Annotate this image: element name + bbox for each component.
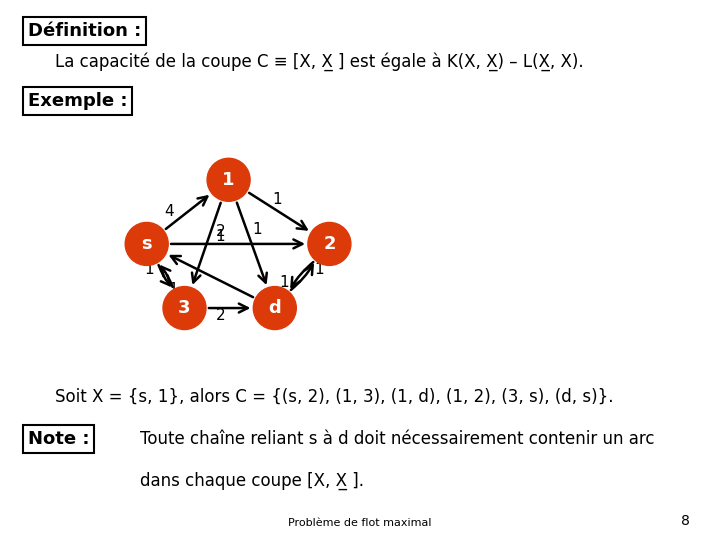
Text: 2: 2	[323, 235, 336, 253]
Text: 1: 1	[315, 262, 324, 277]
Text: 8: 8	[681, 514, 690, 528]
Text: 1: 1	[279, 275, 289, 290]
Text: 2: 2	[215, 224, 225, 239]
Circle shape	[125, 222, 168, 266]
Text: 1: 1	[215, 230, 225, 244]
Circle shape	[308, 222, 351, 266]
Text: d: d	[269, 299, 282, 317]
Circle shape	[163, 287, 206, 329]
Text: Soit X = {s, 1}, alors C = {(s, 2), (1, 3), (1, d), (1, 2), (3, s), (d, s)}.: Soit X = {s, 1}, alors C = {(s, 2), (1, …	[55, 388, 613, 406]
Circle shape	[207, 158, 250, 201]
Text: 1: 1	[272, 192, 282, 207]
Text: 2: 2	[216, 308, 225, 323]
Text: 4: 4	[164, 204, 174, 219]
Text: La capacité de la coupe C ≡ [X, X̲ ] est égale à K(X, X̲) – L(X̲, X).: La capacité de la coupe C ≡ [X, X̲ ] est…	[55, 52, 584, 71]
Text: s: s	[141, 235, 152, 253]
Text: 1: 1	[168, 282, 178, 297]
Text: dans chaque coupe [X, X̲ ].: dans chaque coupe [X, X̲ ].	[140, 472, 364, 490]
Text: Note :: Note :	[28, 430, 89, 448]
Text: 3: 3	[179, 299, 191, 317]
Text: Toute chaîne reliant s à d doit nécessairement contenir un arc: Toute chaîne reliant s à d doit nécessai…	[140, 430, 654, 448]
Text: Problème de flot maximal: Problème de flot maximal	[288, 518, 432, 528]
Text: 1: 1	[222, 171, 235, 189]
Text: 1: 1	[253, 222, 262, 237]
Text: 1: 1	[145, 262, 154, 277]
Text: Définition :: Définition :	[28, 22, 141, 40]
Circle shape	[253, 287, 297, 329]
Text: Exemple :: Exemple :	[28, 92, 127, 110]
